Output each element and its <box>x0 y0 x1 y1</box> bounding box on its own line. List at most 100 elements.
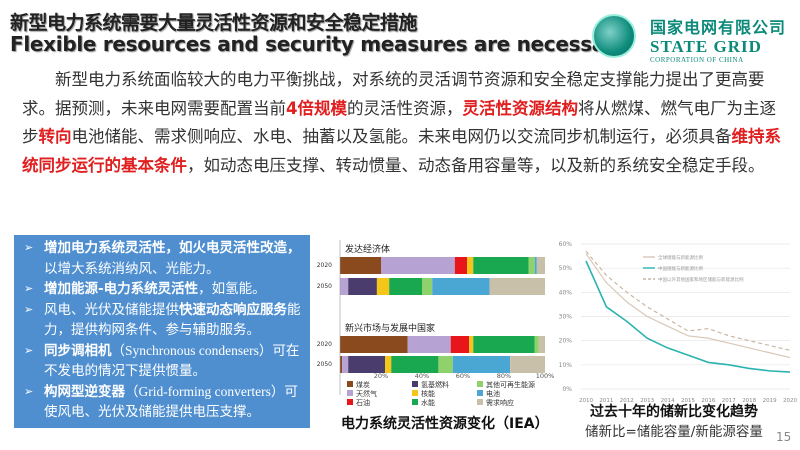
legend-label: 中国以外其他国家和地区储能与新能源比例 <box>658 276 744 283</box>
bar-segment-石油 <box>454 257 468 274</box>
title-chinese: 新型电力系统需要大量灵活性资源和安全稳定措施 <box>10 12 418 34</box>
y-tick-label: 40% <box>559 289 573 296</box>
row-label: 2020 <box>317 262 332 269</box>
bar-segment-煤炭 <box>340 356 343 373</box>
y-tick-label: 30% <box>559 314 573 321</box>
bullet-rest: 以增大系统消纳风、光能力。 <box>44 260 220 277</box>
arrow-bullet-icon: ➢ <box>24 282 34 295</box>
line-series <box>585 260 791 373</box>
measures-box: ➢ 增加电力系统灵活性，如火电灵活性改造， 以增大系统消纳风、光能力。 ➢ 增加能源-电… <box>14 235 310 428</box>
legend-swatch <box>347 381 353 387</box>
legend-label: 全球储能与新能源比例 <box>658 254 703 261</box>
legend-swatch <box>477 399 483 405</box>
bullet-lat: （Synchronous condensers） <box>111 342 273 358</box>
storage-ratio-line-chart: 0% 10% 20% 30% 40% 50% 60% 2010 2011 2012 2013 2014… <box>559 241 798 404</box>
bullet-item: ➢ 风电、光伏及储能提供快速动态响应服务能力，提供构网条件、参与辅助服务。 <box>24 300 304 341</box>
bar-segment-其他可再生能源 <box>422 278 433 295</box>
legend-label: 水能 <box>421 398 435 407</box>
paragraph-text: 电池储能、需求侧响应、水电、抽蓄以及氢能。未来电网仍以交流同步机制运行，必须具备 <box>71 127 732 146</box>
bar-segment-核能 <box>376 278 390 295</box>
line-series <box>585 250 791 351</box>
legend-label: 其他可再生能源 <box>486 380 535 389</box>
arrow-bullet-icon: ➢ <box>24 343 34 357</box>
legend-swatch <box>477 381 483 387</box>
y-tick-label: 50% <box>559 265 573 272</box>
line-chart-title: 过去十年的储新比变化趋势 <box>590 404 758 420</box>
bullet-item: ➢ 构网型逆变器（Grid-forming converters）可使风电、光伏及… <box>24 382 304 423</box>
bar-segment-天然气 <box>407 336 451 353</box>
bar-segment-煤炭 <box>340 257 381 274</box>
bar-segment-水能 <box>389 278 422 295</box>
legend-swatch <box>477 390 483 396</box>
bullet-bold: 增加能源-电力系统灵活性 <box>44 281 199 297</box>
bullet-rest: 可使风电、光伏及储能提供电压支撑。 <box>44 383 298 421</box>
row-label: 2050 <box>317 361 332 368</box>
brand-sub: CORPORATION OF CHINA <box>650 56 744 64</box>
x-tick-label: 20% <box>374 372 388 380</box>
legend-swatch <box>347 390 353 396</box>
x-tick-label: 80% <box>497 372 511 380</box>
brand-en: STATE GRID <box>650 37 762 56</box>
legend-swatch <box>412 399 418 405</box>
highlight-text: 4倍规模 <box>286 98 347 118</box>
bullet-bold: 增加电力系统灵活性，如火电灵活性改造， <box>44 240 301 256</box>
bullet-rest: 能力，提供构网条件、参与辅助服务。 <box>44 301 301 339</box>
group-label: 发达经济体 <box>345 243 390 255</box>
x-tick-label: 2018 <box>742 398 756 404</box>
bar-segment-核能 <box>469 336 474 353</box>
legend-label: 氢基燃料 <box>421 380 449 389</box>
legend-label: 核能 <box>421 389 435 398</box>
bullet-item: ➢ 增加电力系统灵活性，如火电灵活性改造， 以增大系统消纳风、光能力。 <box>24 238 304 279</box>
legend-label: 石油 <box>356 398 370 407</box>
state-grid-logo <box>592 14 636 58</box>
arrow-bullet-icon: ➢ <box>24 384 34 398</box>
bar-segment-其他可再生能源 <box>534 336 539 353</box>
bar-segment-氢基燃料 <box>348 278 377 295</box>
bullet-rest: ，如氢能。 <box>198 281 266 297</box>
flexibility-bar-chart: 发达经济体 2020 2050 新兴市场与发展中国家 2020 2050 20% 40% 60%… <box>317 240 554 407</box>
x-tick-label: 2020 <box>783 398 797 404</box>
bullet-item: ➢ 同步调相机（Synchronous condensers）可在不发电的情况下提… <box>24 341 304 382</box>
x-tick-label: 2012 <box>620 398 634 404</box>
bullet-bold: 构网型逆变器 <box>44 383 125 400</box>
bar-segment-水能 <box>473 336 535 353</box>
x-tick-label: 2019 <box>763 398 777 404</box>
x-tick-label: 2010 <box>579 398 593 404</box>
bar-segment-需求响应 <box>510 356 545 373</box>
x-tick-label: 2011 <box>599 398 613 404</box>
page-number: 15 <box>776 430 792 444</box>
bullet-pre: 风电、光伏及储能提供 <box>44 301 179 318</box>
x-tick-label: 60% <box>456 372 470 380</box>
legend-label: 煤炭 <box>356 380 370 389</box>
legend-label: 中国储能与新能源比例 <box>658 265 703 272</box>
bar-segment-需求响应 <box>538 336 545 353</box>
brand-cn: 国家电网有限公司 <box>650 18 787 37</box>
arrow-bullet-icon: ➢ <box>24 302 34 316</box>
bar-segment-水能 <box>391 356 439 373</box>
paragraph-text: 将从燃煤、燃气电厂为主逐步 <box>22 98 776 147</box>
arrow-bullet-icon: ➢ <box>24 241 34 254</box>
x-tick-label: 2013 <box>640 398 654 404</box>
legend-swatch <box>347 399 353 405</box>
bullet-rest: 可在不发电的情况下提供惯量。 <box>44 342 300 380</box>
paragraph-text: ，如动态电压支撑、转动惯量、动态备用容量等，以及新的系统安全稳定手段。 <box>187 155 765 175</box>
paragraph-text: 新型电力系统面临较大的电力平衡挑战，对系统的灵活调节资源和安全稳定支撑能力提出了… <box>22 70 765 118</box>
bar-segment-需求响应 <box>536 257 545 274</box>
bar-chart-title: 电力系统灵活性资源变化（IEA） <box>341 416 549 432</box>
bar-segment-天然气 <box>340 278 349 295</box>
paragraph-text: 的灵活性资源， <box>346 98 463 118</box>
x-tick-label: 2015 <box>681 398 695 404</box>
y-tick-label: 60% <box>559 241 573 248</box>
line-chart-subtitle: 储新比=储能容量/新能源容量 <box>585 424 763 440</box>
legend-swatch <box>412 381 418 387</box>
legend-swatch <box>412 390 418 396</box>
bullet-bold: 快速动态响应服务 <box>179 301 287 318</box>
brand: 国家电网有限公司 STATE GRID CORPORATION OF CHINA <box>650 14 786 64</box>
bar-segment-电池 <box>534 257 537 274</box>
y-tick-label: 0% <box>562 386 572 393</box>
group-label: 新兴市场与发展中国家 <box>345 322 435 334</box>
x-tick-label: 2017 <box>722 398 736 404</box>
bar-segment-其他可再生能源 <box>528 257 535 274</box>
bar-segment-电池 <box>432 278 490 295</box>
bullet-lat: （Grid-forming converters） <box>125 383 285 399</box>
